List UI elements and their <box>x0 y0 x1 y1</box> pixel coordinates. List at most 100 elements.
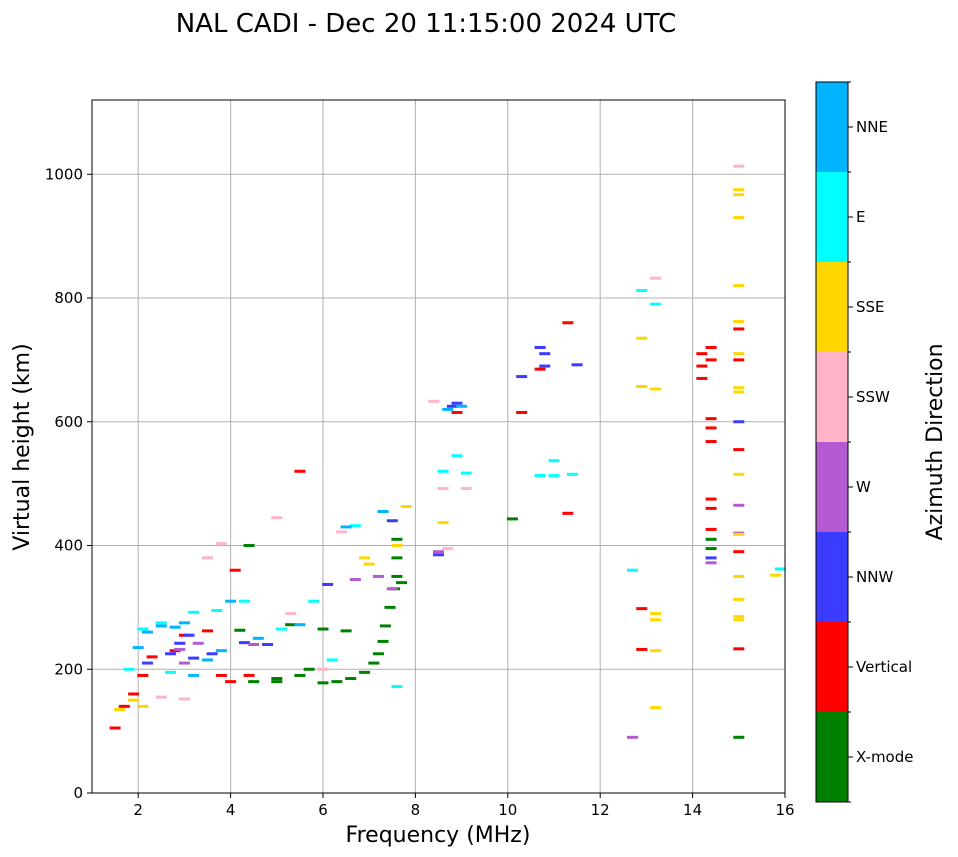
data-point <box>294 469 306 473</box>
x-tick-label: 6 <box>318 801 328 819</box>
data-point <box>696 352 708 356</box>
colorbar-tick-label: SSE <box>856 298 885 316</box>
data-point <box>174 641 186 645</box>
data-point <box>377 509 389 513</box>
data-point <box>271 677 283 681</box>
data-point <box>650 276 662 280</box>
data-point <box>335 530 347 534</box>
plot-background <box>92 100 785 793</box>
data-point <box>705 556 717 560</box>
data-point <box>340 629 352 633</box>
data-point <box>317 667 329 671</box>
data-point <box>733 618 745 622</box>
data-point <box>705 440 717 444</box>
colorbar-tick-label: W <box>856 478 871 496</box>
data-point <box>174 647 186 651</box>
y-tick-label: 400 <box>54 537 83 555</box>
data-point <box>165 670 177 674</box>
data-point <box>391 574 403 578</box>
data-point <box>733 532 745 536</box>
y-tick-label: 200 <box>54 660 83 678</box>
colorbar-tick-label: NNE <box>856 118 888 136</box>
data-point <box>460 471 472 475</box>
colorbar-segment <box>816 262 848 352</box>
data-point <box>705 527 717 531</box>
data-point <box>285 623 297 627</box>
data-point <box>248 643 260 646</box>
data-point <box>428 399 440 403</box>
data-point <box>516 375 528 379</box>
data-point <box>137 627 149 631</box>
colorbar-segment <box>816 82 848 172</box>
data-point <box>650 706 662 710</box>
data-point <box>437 469 449 473</box>
data-point <box>141 661 153 665</box>
y-tick-label: 1000 <box>45 165 83 183</box>
data-point <box>733 574 745 578</box>
data-point <box>331 680 343 684</box>
data-point <box>308 599 320 603</box>
data-point <box>433 553 444 557</box>
data-point <box>627 735 639 739</box>
data-point <box>109 726 121 730</box>
data-point <box>262 643 274 646</box>
colorbar-tick-label: NNW <box>856 568 893 586</box>
data-point <box>705 537 717 541</box>
colorbar-frame <box>815 81 849 803</box>
data-point <box>733 358 745 362</box>
data-point <box>733 284 745 288</box>
data-point <box>345 677 357 681</box>
data-point <box>183 633 195 637</box>
x-tick-label: 16 <box>775 801 794 819</box>
series-e <box>123 289 786 689</box>
colorbar-segment <box>816 172 848 262</box>
data-point <box>733 188 745 192</box>
data-point <box>391 556 403 560</box>
plot-frame <box>91 99 786 794</box>
data-point <box>442 407 454 411</box>
data-point <box>202 629 213 633</box>
y-axis-ticks: 0 200 400 600 800 1000 <box>45 165 92 802</box>
data-point <box>211 608 223 612</box>
colorbar-tick-label: X-mode <box>856 748 913 766</box>
x-tick-label: 4 <box>226 801 236 819</box>
x-axis-label: Frequency (MHz) <box>346 823 531 848</box>
data-point <box>437 521 449 525</box>
series-nne <box>132 404 468 677</box>
data-point <box>534 474 546 478</box>
y-tick-label: 0 <box>73 784 83 802</box>
data-point <box>128 698 140 702</box>
colorbar-tick-label: Vertical <box>856 658 912 676</box>
data-point <box>349 524 361 528</box>
data-point <box>188 673 200 677</box>
data-point <box>178 621 190 625</box>
data-point <box>178 697 190 701</box>
data-point <box>705 426 717 430</box>
data-point <box>733 503 745 507</box>
data-point <box>571 363 583 367</box>
data-point <box>733 647 745 651</box>
data-point <box>516 410 528 414</box>
data-point <box>650 387 662 391</box>
data-point <box>705 497 717 501</box>
data-point <box>562 511 574 515</box>
data-point <box>192 641 204 645</box>
x-tick-label: 12 <box>591 801 610 819</box>
data-point <box>155 695 167 699</box>
data-point <box>705 346 717 349</box>
y-tick-label: 800 <box>54 289 83 307</box>
data-point <box>188 610 200 614</box>
colorbar: X-mode Vertical NNW W SSW SSE E NNE <box>815 81 913 803</box>
data-point <box>733 597 745 601</box>
data-point <box>705 547 717 551</box>
data-point <box>437 487 449 491</box>
plot-area: 2 4 6 8 10 12 14 16 0 200 400 600 800 1000 <box>45 99 795 819</box>
data-point <box>770 573 782 577</box>
series-ssw <box>155 164 745 701</box>
data-point <box>636 336 648 340</box>
x-tick-label: 2 <box>133 801 143 819</box>
data-point <box>636 647 648 651</box>
data-point <box>650 612 662 616</box>
data-point <box>705 358 717 362</box>
data-point <box>548 474 560 478</box>
